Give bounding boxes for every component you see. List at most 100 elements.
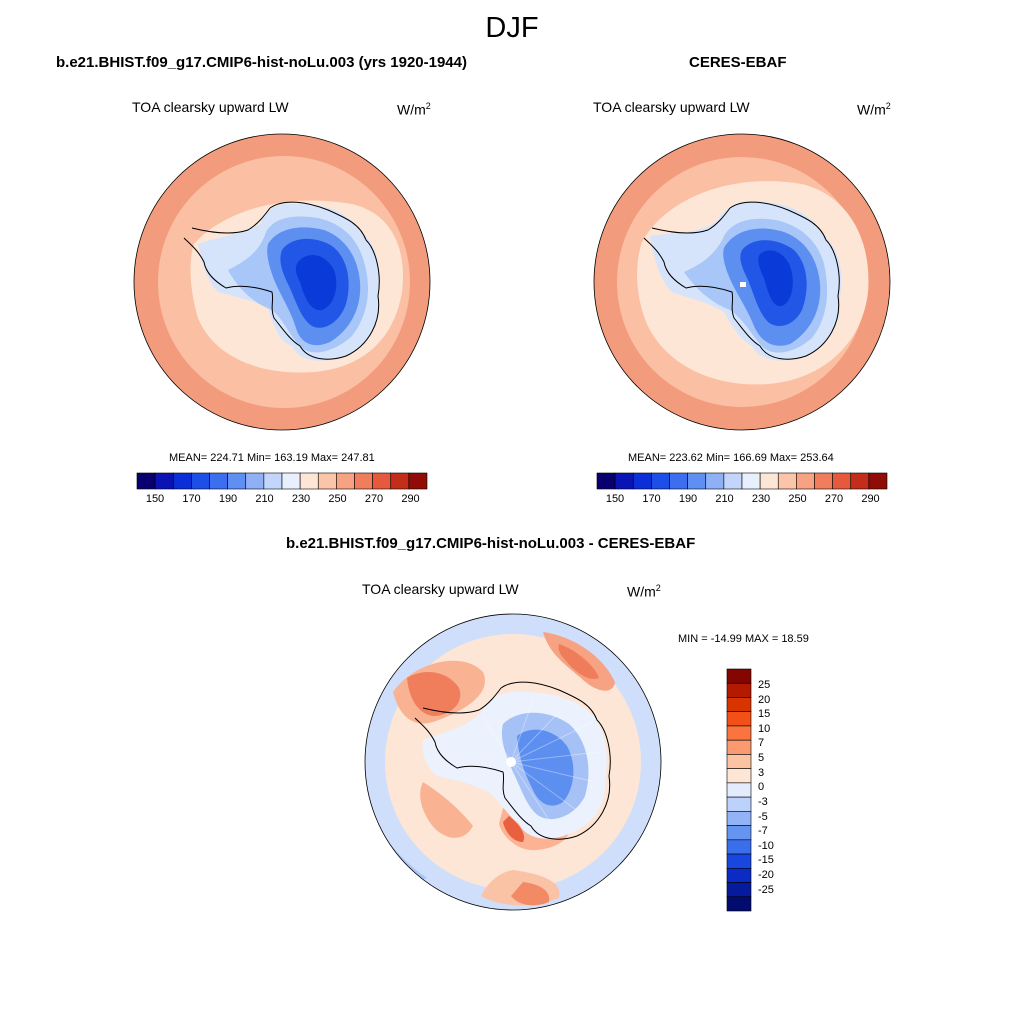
diff-tick-label: 5 (758, 752, 765, 764)
obs-tick-label: 190 (678, 493, 698, 505)
colorbar-swatch (263, 472, 283, 490)
model-map-border (133, 133, 431, 431)
colorbar-swatch (299, 472, 319, 490)
colorbar-swatch (726, 853, 752, 869)
obs-polar-map (593, 133, 891, 431)
model-tick-label: 170 (182, 493, 201, 505)
colorbar-swatch (136, 472, 156, 490)
colorbar-swatch (317, 472, 337, 490)
model-units-label: W/m2 (397, 101, 431, 118)
season-title: DJF (485, 12, 539, 44)
diff-tick-label: 25 (758, 679, 771, 691)
diff-tick-label: -7 (758, 825, 768, 837)
colorbar-swatch (669, 472, 688, 490)
diff-pole-cell (506, 757, 516, 767)
diff-tick-label: -15 (758, 854, 774, 866)
model-tick-label: 230 (291, 493, 311, 505)
colorbar-swatch (850, 472, 870, 490)
obs-missing-cell (740, 282, 746, 287)
colorbar-swatch (723, 472, 743, 490)
colorbar-swatch (632, 472, 652, 490)
colorbar-swatch (726, 782, 752, 798)
diff-tick-label: 7 (758, 737, 765, 749)
obs-coastline (643, 201, 840, 360)
diff-map-border (364, 613, 662, 911)
colorbar-swatch (726, 725, 752, 741)
obs-panel-title: CERES-EBAF (689, 54, 787, 71)
diff-tick-label: 10 (758, 723, 771, 735)
diff-units-label: W/m2 (627, 583, 661, 600)
diff-stats: MIN = -14.99 MAX = 18.59 (678, 633, 809, 645)
colorbar-swatch (726, 711, 752, 727)
colorbar-swatch (172, 472, 192, 490)
model-stats: MEAN= 224.71 Min= 163.19 Max= 247.81 (169, 452, 375, 464)
colorbar-swatch (372, 472, 392, 490)
colorbar-swatch (832, 472, 852, 490)
obs-tick-label: 270 (824, 493, 844, 505)
colorbar-swatch (726, 839, 752, 855)
obs-stats: MEAN= 223.62 Min= 166.69 Max= 253.64 (628, 452, 834, 464)
diff-patch-pos-strong (503, 816, 525, 842)
colorbar-swatch (651, 472, 670, 490)
colorbar-swatch (726, 867, 752, 883)
model-tick-label: 190 (218, 493, 238, 505)
colorbar-swatch (726, 668, 752, 684)
model-polar-map (133, 133, 431, 431)
colorbar-swatch (354, 472, 373, 490)
model-ice-core (295, 255, 337, 311)
diff-ice-streaks (482, 699, 600, 827)
obs-tick-label: 210 (715, 493, 734, 505)
diff-colorbar-labels: 25 20 15 10 7 5 3 0 -3 -5 -7 -10 -15 -20… (758, 669, 798, 911)
diff-colorbar (726, 668, 752, 912)
colorbar-swatch (726, 682, 752, 698)
colorbar-swatch (814, 472, 833, 490)
diff-tick-label: -10 (758, 840, 774, 852)
diff-tick-label: -5 (758, 810, 768, 823)
colorbar-swatch (614, 472, 634, 490)
diff-patch-pos (420, 782, 473, 838)
colorbar-swatch (227, 472, 247, 490)
diff-variable-label: TOA clearsky upward LW (362, 581, 519, 597)
colorbar-swatch (726, 739, 752, 755)
obs-tick-label: 150 (605, 493, 625, 505)
colorbar-swatch (191, 472, 210, 490)
colorbar-swatch (868, 472, 888, 490)
colorbar-swatch (759, 472, 779, 490)
colorbar-swatch (741, 472, 761, 490)
colorbar-swatch (726, 768, 752, 784)
diff-tick-label: 3 (758, 766, 765, 779)
model-tick-label: 150 (145, 493, 165, 505)
colorbar-swatch (726, 825, 752, 841)
diff-patch-pos-strong (407, 672, 461, 716)
diff-tick-label: 0 (758, 781, 765, 793)
model-colorbar (136, 472, 428, 490)
colorbar-swatch (596, 472, 616, 490)
colorbar-swatch (796, 472, 815, 490)
diff-panel-title: b.e21.BHIST.f09_g17.CMIP6-hist-noLu.003 … (286, 535, 696, 552)
model-tick-label: 290 (401, 493, 420, 505)
colorbar-swatch (209, 472, 228, 490)
colorbar-swatch (726, 896, 752, 912)
obs-colorbar-ticks: 150 170 190 210 230 250 270 290 (597, 493, 887, 507)
diff-tick-label: 15 (758, 708, 771, 720)
diff-tick-label: -25 (758, 883, 774, 896)
colorbar-swatch (726, 697, 752, 713)
obs-ice-core (758, 250, 793, 307)
colorbar-swatch (726, 811, 752, 826)
model-tick-label: 210 (255, 493, 274, 505)
colorbar-swatch (408, 472, 428, 490)
obs-tick-label: 290 (861, 493, 880, 505)
colorbar-swatch (336, 472, 355, 490)
model-variable-label: TOA clearsky upward LW (132, 99, 289, 115)
colorbar-swatch (390, 472, 410, 490)
diff-patch-pos-strong (511, 882, 550, 906)
model-colorbar-ticks: 150 170 190 210 230 250 270 290 (137, 493, 427, 507)
colorbar-swatch (726, 796, 752, 812)
colorbar-swatch (154, 472, 174, 490)
obs-variable-label: TOA clearsky upward LW (593, 99, 750, 115)
model-coastline (183, 201, 380, 360)
diff-polar-map (364, 613, 662, 911)
colorbar-swatch (245, 472, 265, 490)
model-panel-title: b.e21.BHIST.f09_g17.CMIP6-hist-noLu.003 … (56, 54, 467, 71)
model-tick-label: 270 (364, 493, 384, 505)
